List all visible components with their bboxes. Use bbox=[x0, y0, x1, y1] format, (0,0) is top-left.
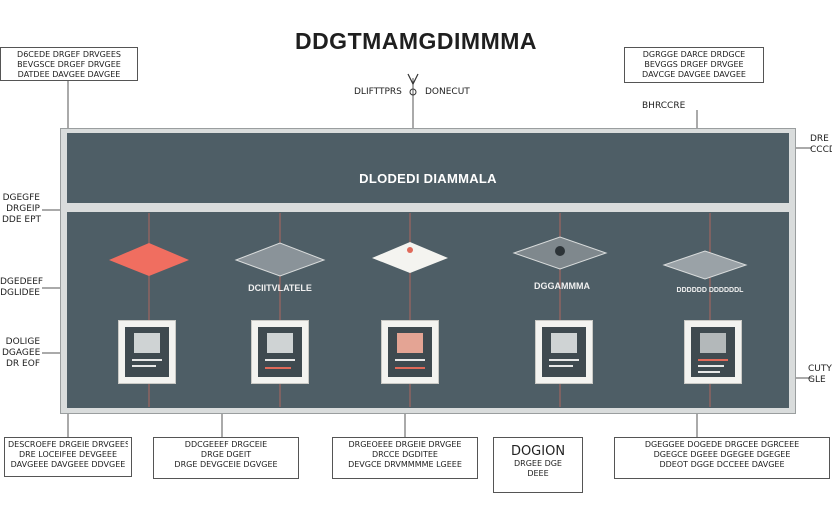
note-line: DRGE DEVGCEIE DGVGEE bbox=[174, 460, 278, 469]
user-icon bbox=[551, 333, 577, 353]
note-line: BEVGGS DRGEF DRVGEE bbox=[644, 60, 744, 69]
note-line: DDCGEEEF DRGCEIE bbox=[184, 440, 268, 449]
bottom-note-box: DRGEOEEE DRGEIE DRVGEE DRCCE DGDITEE DEV… bbox=[332, 437, 478, 479]
card-line bbox=[698, 365, 724, 367]
node-card bbox=[118, 320, 176, 384]
note-line: DRGEE DGE bbox=[514, 459, 562, 468]
right-side-label: DRE CCCD bbox=[810, 134, 832, 156]
note-line: BEVGSCE DRGEF DRVGEE bbox=[17, 60, 121, 69]
card-line bbox=[395, 367, 425, 369]
node-dot bbox=[407, 247, 413, 253]
junction-dot-icon bbox=[409, 88, 417, 96]
diagram-title: DDGTMAMGDIMMMA bbox=[294, 28, 538, 54]
card-line bbox=[549, 365, 573, 367]
note-heading: DOGION bbox=[510, 444, 566, 459]
label-line: DRE bbox=[810, 134, 829, 144]
document-icon bbox=[134, 333, 160, 353]
note-line: DGEGGEE DOGEDE DRGCEE DGRCEEE bbox=[644, 440, 800, 449]
note-line: DGRGGE DARCE DRDGCE bbox=[642, 50, 746, 59]
node-card bbox=[251, 320, 309, 384]
note-line: DAVCGE DAVGEE DAVGEE bbox=[642, 70, 746, 79]
node-diamond bbox=[109, 243, 189, 276]
note-line: DGEGCE DGEEE DGEGEE DGEGEE bbox=[653, 450, 791, 459]
label-line: GLE bbox=[808, 375, 826, 385]
note-line: DESCROEFE DRGEIE DRVGEES bbox=[8, 440, 128, 449]
left-side-label: DOLIGE DGAGEE DR EOF bbox=[2, 337, 40, 370]
arrow-down-icon bbox=[407, 73, 419, 86]
card-line bbox=[698, 371, 720, 373]
diagram-banner: DLODEDI DIAMMALA bbox=[359, 171, 497, 186]
note-line: DATDEE DAVGEE DAVGEE bbox=[17, 70, 121, 79]
node-diamond bbox=[234, 242, 326, 277]
label-line: DR EOF bbox=[6, 359, 40, 369]
card-line bbox=[549, 359, 579, 361]
card-line bbox=[132, 365, 156, 367]
right-side-label: CUTY GLE bbox=[808, 364, 832, 386]
note-line: DEVGCE DRVMMMME LGEEE bbox=[348, 460, 462, 469]
note-line: DRCCE DGDITEE bbox=[372, 450, 438, 459]
chart-icon bbox=[397, 333, 423, 353]
label-line: DGEDEEF bbox=[0, 277, 44, 287]
label-line: DGEGFE bbox=[2, 193, 40, 203]
card-image bbox=[125, 327, 169, 377]
node-card bbox=[535, 320, 593, 384]
list-icon bbox=[700, 333, 726, 353]
gear-icon bbox=[267, 333, 293, 353]
label-line: DRGEIP bbox=[6, 204, 40, 214]
bottom-note-box: DOGION DRGEE DGE DEEE bbox=[493, 437, 583, 493]
card-line bbox=[265, 367, 291, 369]
top-right-sub-label: BHRCCRE bbox=[642, 101, 686, 111]
note-line: DEEE bbox=[527, 469, 549, 478]
node-label: DCIITVLATELE bbox=[248, 283, 312, 293]
card-image bbox=[258, 327, 302, 377]
bottom-note-box: DDCGEEEF DRGCEIE DRGE DGEIT DRGE DEVGCEI… bbox=[153, 437, 299, 479]
card-image bbox=[542, 327, 586, 377]
card-line bbox=[265, 359, 295, 361]
diagram-header-band bbox=[67, 133, 789, 203]
label-line: DGLIDEE bbox=[0, 288, 40, 298]
card-line bbox=[698, 359, 728, 361]
node-diamond bbox=[372, 242, 448, 273]
top-right-note-box: DGRGGE DARCE DRDGCE BEVGGS DRGEF DRVGEE … bbox=[624, 47, 764, 83]
node-card bbox=[684, 320, 742, 384]
note-line: DDEOT DGGE DCCEEE DAVGEE bbox=[659, 460, 785, 469]
node-dot bbox=[555, 246, 565, 256]
node-card bbox=[381, 320, 439, 384]
note-line: D6CEDE DRGEF DRVGEES bbox=[17, 50, 121, 59]
label-line: CUTY bbox=[808, 364, 832, 374]
top-left-note-box: D6CEDE DRGEF DRVGEES BEVGSCE DRGEF DRVGE… bbox=[0, 47, 138, 81]
label-line: DGAGEE bbox=[2, 348, 41, 358]
card-image bbox=[388, 327, 432, 377]
label-line: DDE EPT bbox=[2, 215, 42, 225]
header-label-right: DONECUT bbox=[425, 87, 470, 97]
note-line: DRE LOCEIFEE DEVGEEE bbox=[18, 450, 118, 459]
card-line bbox=[395, 359, 425, 361]
note-line: DRGE DGEIT bbox=[200, 450, 252, 459]
card-line bbox=[132, 359, 162, 361]
bottom-note-box: DESCROEFE DRGEIE DRVGEES DRE LOCEIFEE DE… bbox=[4, 437, 132, 477]
node-label: DGGAMMMA bbox=[534, 281, 590, 291]
card-image bbox=[691, 327, 735, 377]
left-side-label: DGEGFE DRGEIP DDE EPT bbox=[2, 193, 42, 226]
bottom-note-box: DGEGGEE DOGEDE DRGCEE DGRCEEE DGEGCE DGE… bbox=[614, 437, 830, 479]
note-line: DAVGEEE DAVGEEE DDVGEE bbox=[10, 460, 126, 469]
left-side-label: DGEDEEF DGLIDEE bbox=[0, 277, 44, 299]
note-line: DRGEOEEE DRGEIE DRVGEE bbox=[348, 440, 462, 449]
node-label: DDDDDD DDDDDDL bbox=[676, 287, 744, 294]
header-label-left: DLIFTTPRS bbox=[354, 87, 402, 97]
label-line: CCCD bbox=[810, 145, 832, 155]
label-line: DOLIGE bbox=[5, 337, 40, 347]
node-diamond bbox=[662, 250, 748, 280]
